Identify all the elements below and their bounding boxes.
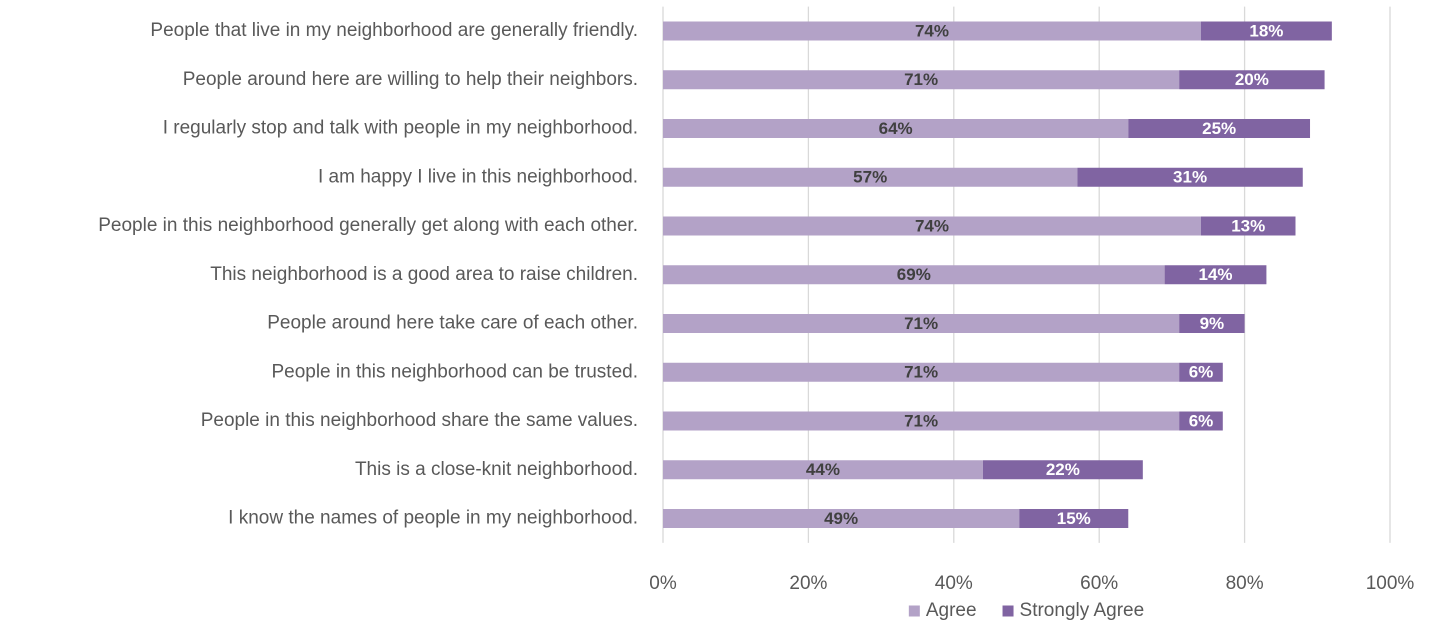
- x-axis-tick-labels: 0% 20% 40% 60% 80% 100%: [649, 573, 1414, 594]
- x-tick-label: 80%: [1226, 573, 1264, 594]
- bar-segment-strongly-agree: [1019, 509, 1129, 528]
- bar-segment-strongly-agree: [1179, 70, 1325, 90]
- bar-segment-agree: [663, 265, 1165, 285]
- category-label: This neighborhood is a good area to rais…: [210, 264, 638, 285]
- bar-segment-strongly-agree: [1179, 362, 1223, 382]
- data-label: 31%: [1173, 168, 1207, 187]
- data-label: 71%: [904, 363, 938, 382]
- data-label: 64%: [879, 119, 913, 138]
- data-label: 49%: [824, 509, 858, 528]
- data-label: 71%: [904, 314, 938, 333]
- bar-segment-agree: [663, 411, 1180, 431]
- category-label: People in this neighborhood share the sa…: [201, 410, 638, 431]
- bar-segment-strongly-agree: [1128, 119, 1311, 138]
- data-label: 22%: [1046, 460, 1080, 479]
- category-label: I am happy I live in this neighborhood.: [318, 166, 638, 187]
- bar-segment-agree: [663, 314, 1180, 333]
- bar-segment-agree: [663, 167, 1078, 187]
- bar-segment-agree: [663, 21, 1201, 41]
- category-label: I regularly stop and talk with people in…: [163, 118, 638, 139]
- data-label: 74%: [915, 21, 949, 40]
- data-label: 13%: [1231, 216, 1265, 235]
- legend-swatch: [908, 605, 920, 617]
- data-label: 9%: [1200, 314, 1225, 333]
- x-tick-label: 60%: [1080, 573, 1118, 594]
- data-label: 20%: [1235, 70, 1269, 89]
- legend-label: Agree: [926, 600, 977, 621]
- bar-segment-strongly-agree: [982, 460, 1143, 480]
- category-label: People around here take care of each oth…: [267, 313, 638, 334]
- data-label: 74%: [915, 216, 949, 235]
- category-label: People in this neighborhood generally ge…: [98, 215, 638, 236]
- bar-segment-agree: [663, 460, 983, 480]
- data-label: 71%: [904, 411, 938, 430]
- data-label: 15%: [1057, 509, 1091, 528]
- data-label: 71%: [904, 70, 938, 89]
- data-label: 69%: [897, 265, 931, 284]
- bar-segment-strongly-agree: [1164, 265, 1267, 285]
- data-label: 57%: [853, 168, 887, 187]
- category-label: This is a close-knit neighborhood.: [355, 459, 638, 480]
- bar-segment-strongly-agree: [1179, 411, 1223, 431]
- category-label: People that live in my neighborhood are …: [150, 20, 638, 41]
- bar-segment-agree: [663, 70, 1180, 90]
- x-tick-label: 20%: [789, 573, 827, 594]
- data-label: 14%: [1199, 265, 1233, 284]
- bar-segment-strongly-agree: [1200, 21, 1332, 41]
- data-label: 25%: [1202, 119, 1236, 138]
- data-label: 6%: [1189, 363, 1214, 382]
- data-label: 44%: [806, 460, 840, 479]
- category-label: I know the names of people in my neighbo…: [228, 508, 638, 529]
- category-label: People around here are willing to help t…: [183, 69, 638, 90]
- category-labels: People that live in my neighborhood are …: [98, 20, 638, 529]
- data-label: 6%: [1189, 411, 1214, 430]
- bar-segment-agree: [663, 119, 1129, 138]
- x-tick-label: 0%: [649, 573, 677, 594]
- x-tick-label: 100%: [1366, 573, 1415, 594]
- category-label: People in this neighborhood can be trust…: [271, 361, 638, 382]
- bar-segment-agree: [663, 216, 1201, 236]
- bar-segment-strongly-agree: [1077, 167, 1303, 187]
- bar-segment-strongly-agree: [1179, 314, 1245, 333]
- data-label: 18%: [1249, 21, 1283, 40]
- bar-segment-agree: [663, 362, 1180, 382]
- x-tick-label: 40%: [935, 573, 973, 594]
- bar-segment-strongly-agree: [1200, 216, 1296, 236]
- legend: Agree Strongly Agree: [908, 600, 1145, 621]
- bars: 74% 18% 71% 20% 64% 25% 57% 31% 74% 13% 69% 14% 71% 9…: [663, 21, 1332, 528]
- legend-label: Strongly Agree: [1020, 600, 1145, 621]
- bar-segment-agree: [663, 509, 1020, 528]
- legend-swatch: [1002, 605, 1014, 617]
